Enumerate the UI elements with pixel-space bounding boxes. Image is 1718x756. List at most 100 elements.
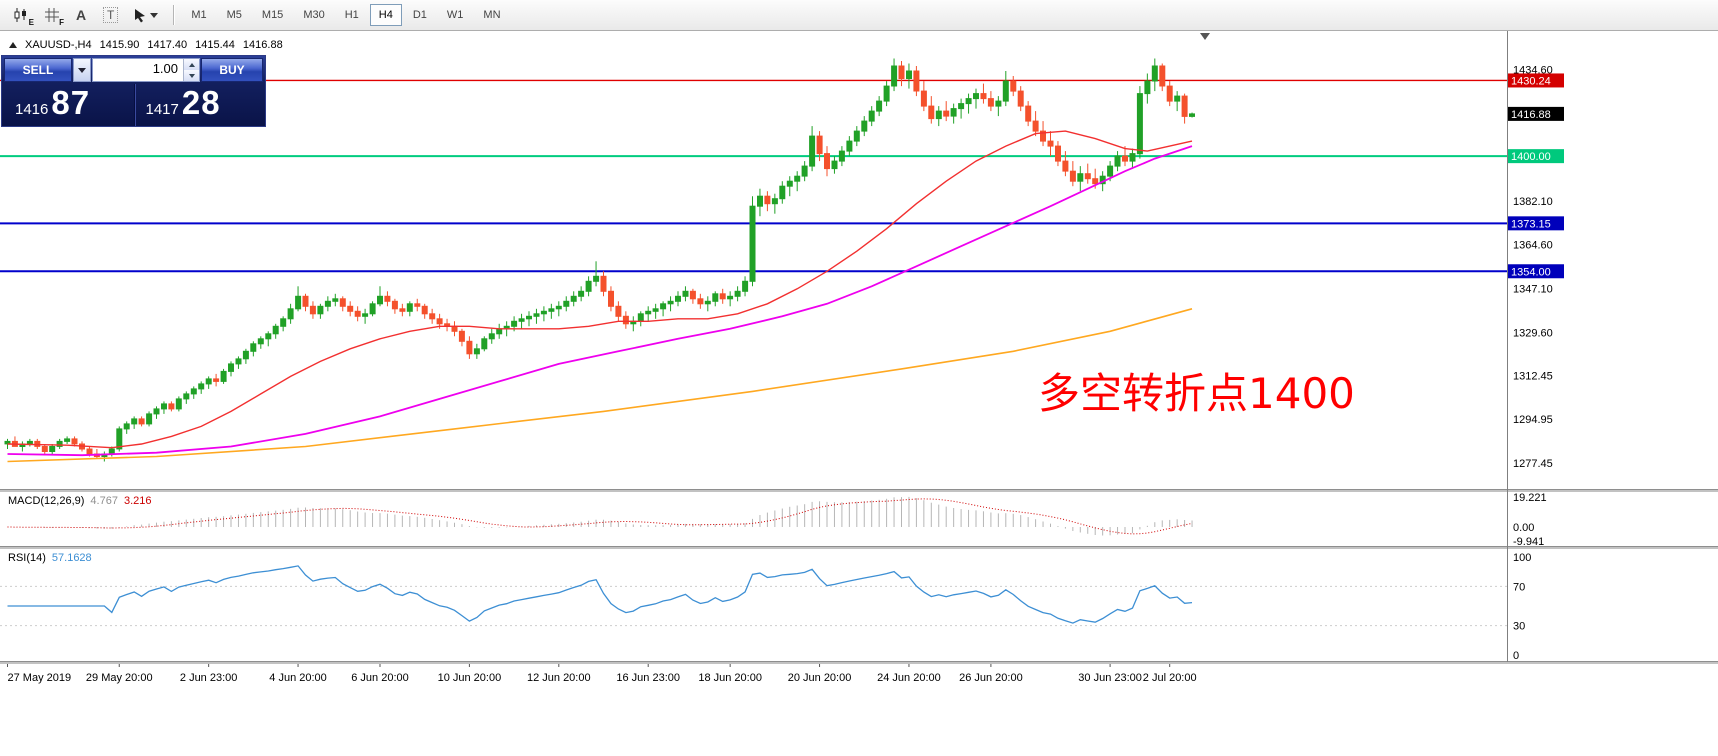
timeframe-m1-button[interactable]: M1 [182,4,215,26]
price-badge-label: 1416.88 [1511,109,1551,121]
timeframe-d1-button[interactable]: D1 [404,4,436,26]
timeframe-mn-button[interactable]: MN [474,4,509,26]
price-tick-label: 1434.60 [1513,65,1553,77]
buy-price-display[interactable]: 1417 28 [133,84,264,126]
rsi-scale-label: 70 [1513,581,1525,593]
price-badge [1508,106,1564,121]
price-badge [1508,73,1564,88]
rsi-indicator-label: RSI(14) 57.1628 [8,552,92,564]
price-badge-label: 1373.15 [1511,218,1551,230]
text-label-tool-button[interactable]: T [96,3,125,27]
close-value: 1416.88 [242,39,283,51]
volume-field[interactable]: 1.00 [92,58,200,82]
macd-name: MACD(12,26,9) [8,495,85,507]
macd-histogram [14,496,1193,536]
price-tick-label: 1347.10 [1513,284,1553,296]
timeframe-h4-button[interactable]: H4 [369,4,402,26]
price-tick-label: 1294.95 [1513,414,1553,426]
rsi-scale-label: 100 [1513,552,1531,564]
price-tick-label: 1277.45 [1513,458,1553,470]
price-badge [1508,216,1564,231]
price-tick-label: 1382.10 [1513,196,1553,208]
tool-badge: F [59,18,64,27]
price-badge-label: 1354.00 [1511,266,1551,278]
volume-decrement-button[interactable] [184,70,199,81]
rsi-scale-label: 30 [1513,621,1525,633]
chevron-down-icon [188,73,195,78]
toolbar: E F A T M1 M5 M15 M30 H1 H4 D1 W1 MN [0,0,1718,31]
svg-text:19.221: 19.221 [1513,492,1547,504]
symbol-label: XAUUSD-,H4 [25,39,92,51]
tool-badge: E [28,18,34,27]
time-tick-label: 26 Jun 20:00 [959,672,1023,684]
chevron-up-icon [188,62,195,67]
time-tick-label: 18 Jun 20:00 [698,672,762,684]
timeframe-m30-button[interactable]: M30 [294,4,333,26]
rsi-name: RSI(14) [8,552,46,564]
collapse-arrow-icon [9,42,17,48]
chart-macd-splitter[interactable] [0,489,1718,492]
timeframe-m5-button[interactable]: M5 [218,4,251,26]
ma-fast-line [7,130,1193,449]
time-tick-label: 2 Jun 23:00 [180,672,238,684]
time-tick-label: 2 Jul 20:00 [1143,672,1197,684]
price-tick-label: 1312.45 [1513,370,1553,382]
macd-rsi-splitter[interactable] [0,546,1718,549]
price-badge-label: 1430.24 [1511,75,1551,87]
ma-slow-line [7,308,1193,463]
font-tool-button[interactable]: A [68,3,94,27]
chevron-down-icon [78,67,86,73]
volume-value[interactable]: 1.00 [152,61,178,76]
one-click-trading-panel: SELL 1.00 BUY 1416 87 1417 28 [1,55,266,127]
price-axis-border [1507,31,1508,662]
low-value: 1415.44 [195,39,235,51]
time-tick-label: 4 Jun 20:00 [269,672,327,684]
time-tick-label: 27 May 2019 [8,672,72,684]
rsi-value: 57.1628 [51,552,92,564]
font-icon: A [75,7,87,23]
price-axis-ticks[interactable]: 1434.60 1382.10 1364.60 1347.10 1329.60 1312.… [1513,65,1553,470]
toolbar-separator [173,5,175,25]
timeframe-group: M1 M5 M15 M30 H1 H4 D1 W1 MN [181,4,510,26]
high-value: 1417.40 [147,39,188,51]
sell-price-big: 87 [51,84,91,121]
sell-price-main: 1416 [15,101,49,118]
cursor-tool-button[interactable] [127,3,165,27]
volume-increment-button[interactable] [184,59,199,70]
timeframe-h1-button[interactable]: H1 [336,4,368,26]
text-label-icon: T [103,7,119,23]
time-tick-label: 29 May 20:00 [86,672,153,684]
macd-main-value: 4.767 [90,495,118,507]
price-tick-label: 1364.60 [1513,240,1553,252]
price-badge [1508,149,1564,164]
time-tick-label: 20 Jun 20:00 [788,672,852,684]
macd-signal-line [7,498,1193,535]
rsi-line [7,565,1193,624]
candlestick-chart-tool-button[interactable]: E [6,3,36,27]
price-badge [1508,264,1564,279]
buy-price-main: 1417 [145,101,179,118]
volume-stepper [183,59,199,81]
timeframe-w1-button[interactable]: W1 [438,4,473,26]
price-axis-badges: 1430.24 1416.88 1400.00 1373.15 1354.00 [1508,73,1564,279]
time-tick-label: 12 Jun 20:00 [527,672,591,684]
chart-annotation-text: 多空转折点1400 [1038,369,1355,418]
cursor-arrow-icon [135,8,146,22]
buy-price-big: 28 [181,84,221,121]
trade-options-dropdown-button[interactable] [73,58,91,82]
timeframe-m15-button[interactable]: M15 [253,4,292,26]
buy-button[interactable]: BUY [201,58,263,82]
time-tick-label: 30 Jun 23:00 [1078,672,1142,684]
sell-price-display[interactable]: 1416 87 [4,84,134,126]
chart-shift-marker[interactable] [1200,33,1210,40]
price-badge-label: 1400.00 [1511,151,1551,163]
time-axis[interactable]: 27 May 2019 29 May 20:00 2 Jun 23:00 4 Jun … [7,663,1197,684]
symbol-ohlc-header: XAUUSD-,H4 1415.90 1417.40 1415.44 1416.… [9,39,283,51]
sell-button[interactable]: SELL [4,58,72,82]
grid-icon [45,8,59,22]
open-value: 1415.90 [99,39,140,51]
time-tick-label: 16 Jun 23:00 [616,672,680,684]
grid-tool-button[interactable]: F [38,3,66,27]
